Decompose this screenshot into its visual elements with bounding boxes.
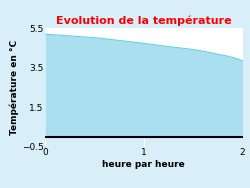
X-axis label: heure par heure: heure par heure [102, 160, 185, 169]
Y-axis label: Température en °C: Température en °C [10, 40, 19, 135]
Title: Evolution de la température: Evolution de la température [56, 16, 232, 26]
